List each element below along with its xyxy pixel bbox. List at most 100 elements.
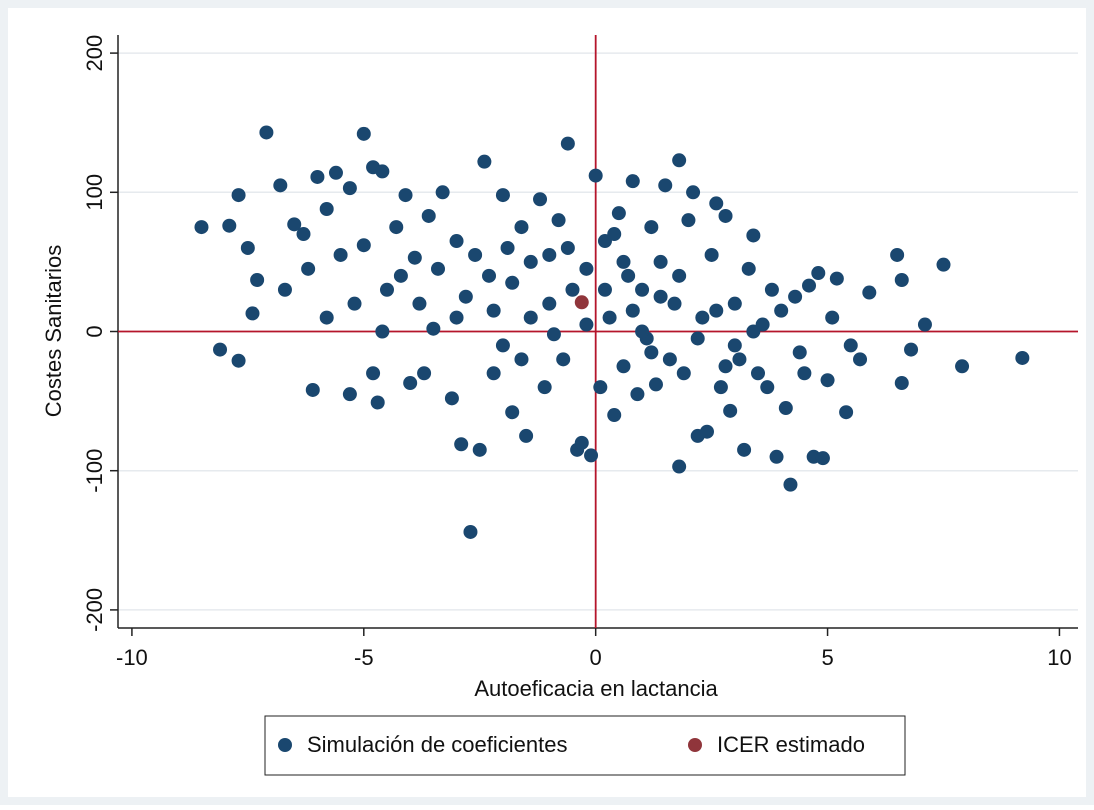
point (505, 275, 520, 290)
point (449, 310, 464, 325)
point (505, 405, 520, 420)
point (593, 380, 608, 395)
point (389, 220, 404, 235)
point (704, 247, 719, 262)
point (737, 442, 752, 457)
point (611, 206, 626, 221)
point (625, 174, 640, 189)
point (825, 310, 840, 325)
point (231, 188, 246, 203)
legend-label: ICER estimado (717, 732, 865, 757)
point (723, 403, 738, 418)
point (709, 303, 724, 318)
point (797, 366, 812, 381)
point (667, 296, 682, 311)
legend (264, 715, 906, 776)
point (672, 459, 687, 474)
y-tick-label: 0 (82, 325, 107, 337)
point (709, 196, 724, 211)
point (556, 352, 571, 367)
point (519, 428, 534, 443)
point (486, 366, 501, 381)
y-axis-title: Costes Sanitarios (41, 245, 66, 417)
point (259, 125, 274, 140)
point (894, 376, 909, 391)
legend-marker (688, 738, 702, 752)
point (778, 401, 793, 416)
point (579, 317, 594, 332)
point (658, 178, 673, 193)
point (398, 188, 413, 203)
point (273, 178, 288, 193)
point (853, 352, 868, 367)
point (431, 261, 445, 276)
point (240, 240, 255, 255)
point (412, 296, 427, 311)
point (454, 437, 469, 452)
point (379, 282, 394, 297)
point (788, 289, 803, 304)
point (741, 261, 756, 276)
point (653, 254, 668, 269)
point (495, 188, 510, 203)
point (356, 126, 371, 141)
point (486, 303, 501, 318)
point (310, 169, 325, 184)
point (917, 317, 932, 332)
point (690, 331, 705, 346)
point (245, 306, 260, 321)
point (862, 285, 877, 300)
point (328, 165, 343, 180)
y-tick-label: 200 (82, 35, 107, 72)
point (250, 272, 265, 287)
point (565, 282, 580, 297)
point (672, 153, 687, 168)
point (630, 387, 645, 402)
point (676, 366, 691, 381)
point (463, 524, 478, 539)
point (727, 338, 742, 353)
point (815, 451, 830, 466)
point (435, 185, 450, 200)
point (342, 387, 357, 402)
point (301, 261, 316, 276)
point (602, 310, 617, 325)
point (597, 282, 612, 297)
point (718, 359, 733, 374)
point (644, 345, 659, 360)
point (955, 359, 970, 374)
point (551, 213, 566, 228)
point (370, 395, 385, 410)
background (8, 8, 1086, 797)
point (681, 213, 696, 228)
point (444, 391, 459, 406)
point (546, 327, 561, 342)
legend-label: Simulación de coeficientes (307, 732, 567, 757)
point (686, 185, 701, 200)
point (843, 338, 858, 353)
point (1015, 350, 1030, 365)
point (769, 449, 784, 464)
point (472, 442, 487, 457)
point (347, 296, 362, 311)
x-tick-label: 0 (590, 645, 602, 670)
point (802, 278, 817, 293)
point (713, 380, 728, 395)
point (319, 310, 334, 325)
point (194, 220, 209, 235)
x-tick-label: -5 (354, 645, 374, 670)
point (375, 324, 390, 339)
point (607, 227, 622, 242)
point (904, 342, 919, 357)
point (500, 240, 515, 255)
point (533, 192, 548, 207)
point (732, 352, 747, 367)
legend-marker (278, 738, 292, 752)
point (296, 227, 311, 242)
point (625, 303, 640, 318)
point (635, 282, 650, 297)
point (811, 266, 826, 281)
point (287, 217, 302, 232)
point (890, 247, 905, 262)
x-tick-label: 5 (821, 645, 833, 670)
